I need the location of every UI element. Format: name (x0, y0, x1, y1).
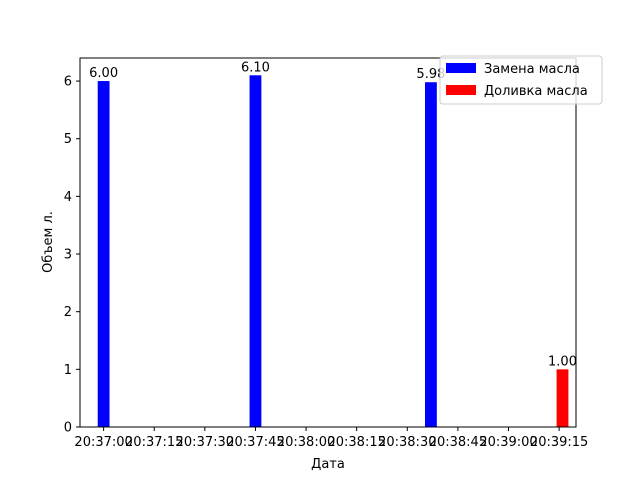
bar-oil-change (249, 75, 262, 427)
x-tick-label: 20:37:30 (176, 435, 234, 450)
x-tick-label: 20:39:00 (479, 435, 537, 450)
legend-label-oil-change: Замена масла (484, 62, 580, 77)
legend-label-oil-topup: Доливка масла (484, 84, 588, 99)
legend: Замена масла Доливка масла (439, 55, 603, 105)
x-tick-label: 20:37:00 (74, 435, 132, 450)
y-tick-label: 5 (64, 132, 72, 147)
x-tick-label: 20:38:00 (277, 435, 335, 450)
x-tick-label: 20:37:45 (226, 435, 284, 450)
y-tick-label: 3 (64, 248, 72, 263)
legend-swatch-oil-change (446, 63, 476, 73)
y-tick-label: 2 (64, 305, 72, 320)
bar-value-label: 5.98 (416, 67, 445, 82)
bars-layer (97, 75, 569, 427)
bar-labels-layer: 6.00 6.10 5.98 1.00 (89, 60, 577, 369)
legend-swatch-oil-topup (446, 85, 476, 95)
x-axis: 20:37:0020:37:1520:37:3020:37:4520:38:00… (74, 427, 588, 450)
legend-box (439, 55, 603, 105)
x-tick-label: 20:38:45 (429, 435, 487, 450)
plot-frame (79, 57, 577, 428)
y-tick-label: 0 (64, 421, 72, 436)
x-axis-label: Дата (311, 457, 345, 472)
bar-value-label: 6.00 (89, 66, 118, 81)
bar-value-label: 1.00 (548, 354, 577, 369)
bar-oil-change (97, 81, 110, 427)
bar-oil-change (425, 82, 437, 427)
y-tick-label: 4 (64, 190, 72, 205)
x-tick-label: 20:38:15 (327, 435, 385, 450)
y-axis-label: Объем л. (41, 211, 56, 273)
x-tick-label: 20:38:30 (378, 435, 436, 450)
x-tick-label: 20:37:15 (125, 435, 183, 450)
y-tick-label: 1 (64, 363, 72, 378)
bar-oil-topup (556, 369, 569, 427)
x-tick-label: 20:39:15 (530, 435, 588, 450)
y-tick-label: 6 (64, 75, 72, 90)
bar-value-label: 6.10 (241, 60, 270, 75)
y-axis: 0 1 2 3 4 5 6 (64, 75, 80, 436)
